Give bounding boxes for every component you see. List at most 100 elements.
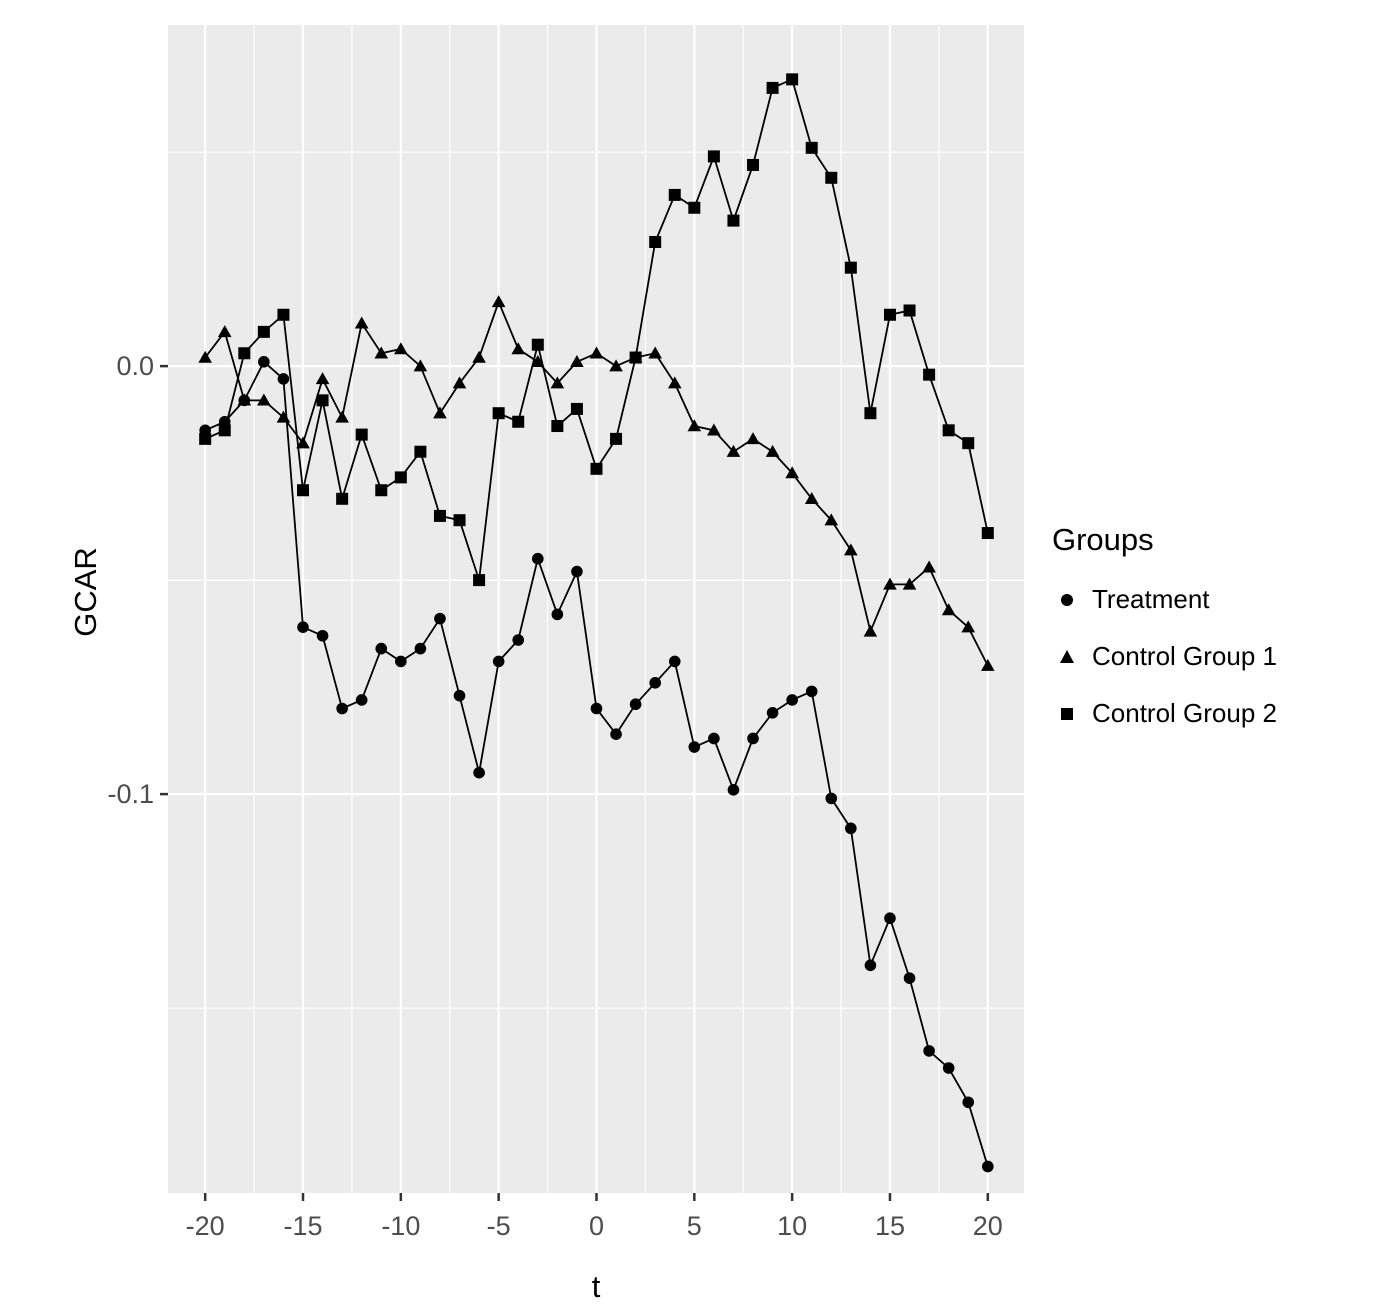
circle-marker-icon bbox=[512, 634, 525, 646]
circle-marker-icon bbox=[610, 728, 622, 740]
square-marker-icon bbox=[727, 214, 740, 227]
x-tick-label: 10 bbox=[777, 1211, 807, 1241]
square-marker-icon bbox=[238, 347, 251, 360]
triangle-marker-icon bbox=[550, 376, 565, 389]
circle-marker-icon bbox=[903, 972, 916, 984]
circle-marker-icon bbox=[571, 565, 583, 578]
circle-marker-icon bbox=[864, 959, 877, 972]
square-marker-icon bbox=[629, 351, 642, 364]
triangle-marker-icon bbox=[609, 359, 623, 372]
legend-item-control-group-2: Control Group 2 bbox=[1052, 698, 1277, 729]
triangle-marker-icon bbox=[413, 359, 428, 372]
square-marker-icon bbox=[844, 261, 857, 274]
square-marker-icon bbox=[962, 437, 975, 450]
circle-marker-icon bbox=[453, 689, 466, 702]
circle-marker-icon bbox=[590, 702, 603, 715]
circle-marker-icon bbox=[766, 706, 779, 719]
triangle-marker-icon bbox=[804, 491, 819, 504]
square-marker-icon bbox=[610, 432, 623, 445]
triangle-marker-icon bbox=[707, 423, 721, 436]
square-marker-icon bbox=[942, 424, 955, 437]
square-marker-icon bbox=[492, 407, 505, 420]
circle-marker-icon bbox=[277, 373, 290, 385]
square-marker-icon bbox=[903, 304, 916, 317]
circle-marker-icon bbox=[708, 732, 720, 745]
square-marker-icon bbox=[805, 141, 818, 154]
circle-marker-icon bbox=[629, 698, 642, 711]
circle-marker-icon bbox=[336, 702, 348, 715]
y-tick-label: 0.0 bbox=[116, 351, 154, 381]
square-marker-icon bbox=[688, 201, 701, 214]
x-tick-label: 0 bbox=[589, 1211, 604, 1241]
triangle-marker-icon bbox=[296, 436, 310, 449]
triangle-marker-icon bbox=[667, 376, 682, 389]
circle-marker-icon bbox=[395, 655, 407, 668]
axis-ticks: -20 -15 -10 -5 0 5 10 15 20 0.0 -0.1 bbox=[107, 351, 1002, 1241]
circle-marker-icon bbox=[375, 642, 388, 655]
square-marker-icon bbox=[766, 81, 779, 94]
triangle-marker-icon bbox=[883, 577, 897, 590]
triangle-marker-icon bbox=[491, 295, 506, 308]
triangle-marker-icon bbox=[922, 560, 936, 573]
circle-marker-icon bbox=[297, 621, 309, 633]
triangle-marker-icon bbox=[726, 444, 741, 457]
triangle-marker-icon bbox=[315, 372, 330, 385]
square-marker-icon bbox=[531, 338, 544, 351]
circle-marker-icon bbox=[786, 694, 798, 706]
circle-marker-icon bbox=[688, 741, 701, 753]
x-tick-label: -15 bbox=[283, 1211, 322, 1241]
triangle-marker-icon bbox=[257, 393, 271, 406]
circle-marker-icon bbox=[747, 732, 759, 745]
square-marker-icon bbox=[316, 394, 329, 407]
triangle-marker-icon bbox=[765, 444, 780, 457]
triangle-marker-icon bbox=[237, 393, 252, 406]
triangle-marker-icon bbox=[530, 355, 545, 368]
circle-marker-icon bbox=[316, 629, 329, 642]
square-marker-icon bbox=[883, 308, 896, 321]
legend-item-treatment: Treatment bbox=[1052, 584, 1277, 615]
square-marker-icon bbox=[394, 471, 407, 484]
x-tick-label: -5 bbox=[487, 1211, 511, 1241]
legend-label: Control Group 2 bbox=[1092, 698, 1277, 728]
x-tick-label: -20 bbox=[186, 1211, 225, 1241]
triangle-marker-icon bbox=[452, 376, 467, 389]
series-control-group-1 bbox=[198, 295, 995, 671]
x-tick-label: -10 bbox=[381, 1211, 420, 1241]
triangle-marker-icon bbox=[276, 410, 291, 423]
legend-label: Control Group 1 bbox=[1092, 641, 1277, 671]
x-axis-title: t bbox=[591, 1269, 601, 1304]
square-marker-icon bbox=[199, 432, 212, 445]
triangle-marker-icon bbox=[217, 325, 232, 338]
triangle-marker-icon bbox=[433, 406, 447, 419]
circle-marker-icon bbox=[414, 642, 427, 655]
triangle-marker-icon bbox=[472, 350, 486, 363]
square-marker-icon bbox=[668, 188, 681, 201]
square-marker-icon bbox=[277, 308, 290, 321]
circle-marker-icon bbox=[258, 356, 270, 368]
triangle-marker-icon bbox=[941, 603, 956, 616]
triangle-marker-icon bbox=[902, 577, 917, 590]
y-tick-label: -0.1 bbox=[107, 779, 154, 809]
triangle-marker-icon bbox=[687, 419, 702, 432]
square-marker-icon bbox=[864, 407, 877, 420]
triangle-marker-icon bbox=[394, 342, 408, 355]
x-tick-label: 15 bbox=[875, 1211, 905, 1241]
circle-marker-icon bbox=[805, 685, 818, 698]
legend-label: Treatment bbox=[1092, 584, 1210, 614]
square-marker-icon bbox=[355, 428, 368, 441]
triangle-marker-icon bbox=[1060, 650, 1074, 663]
circle-marker-icon bbox=[492, 655, 505, 668]
triangle-marker-icon bbox=[981, 658, 995, 671]
square-marker-icon bbox=[297, 484, 310, 497]
circle-marker-icon bbox=[923, 1045, 935, 1057]
series-control-group-2 bbox=[199, 73, 994, 587]
circle-marker-icon bbox=[962, 1096, 975, 1109]
square-marker-icon bbox=[433, 509, 446, 522]
triangle-marker-icon bbox=[374, 346, 389, 359]
square-marker-icon bbox=[512, 415, 525, 428]
square-marker-icon bbox=[257, 325, 270, 338]
triangle-marker-icon bbox=[863, 624, 878, 637]
circle-marker-icon bbox=[668, 655, 681, 668]
triangle-marker-icon bbox=[511, 342, 526, 355]
